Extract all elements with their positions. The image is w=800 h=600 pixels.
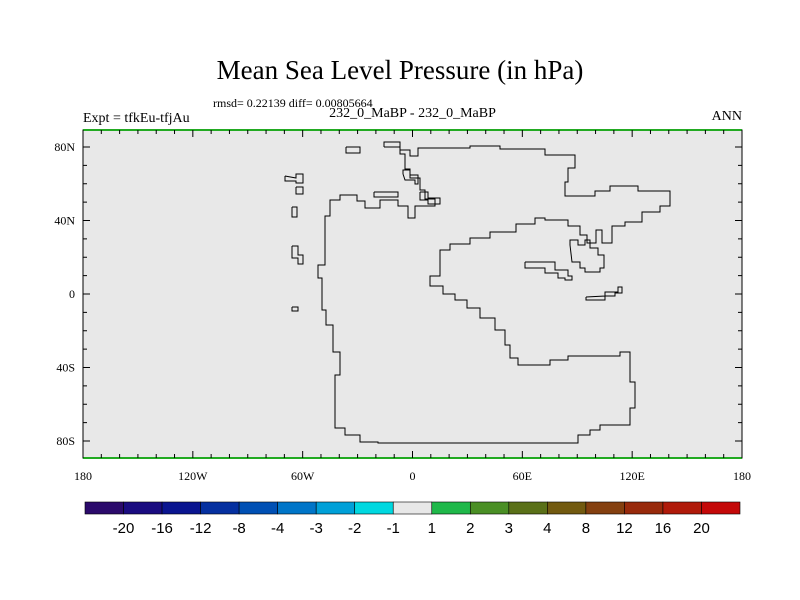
- x-tick-label: 120W: [178, 469, 208, 483]
- colorbar-label: 20: [693, 520, 710, 537]
- colorbar-swatch: [701, 501, 741, 515]
- coastline-west-island-e: [291, 306, 299, 312]
- coastline-west-island-d: [291, 245, 304, 265]
- coastline-north-island: [345, 146, 361, 154]
- colorbar: -20 -16 -12 -8 -4 -3 -2 -1 1 2 3 4 8 12 16 20: [84, 501, 741, 537]
- coastline-west-island-a: [284, 173, 304, 184]
- colorbar-label: -12: [190, 520, 212, 537]
- x-tick-label: 0: [410, 469, 416, 483]
- colorbar-label: -20: [113, 520, 135, 537]
- y-tick-label: 40S: [56, 361, 75, 375]
- x-tick-label: 120E: [619, 469, 644, 483]
- colorbar-swatch: [431, 501, 471, 515]
- colorbar-label: 2: [466, 520, 474, 537]
- plot-title: Mean Sea Level Pressure (in hPa): [216, 55, 584, 85]
- x-axis-ticks: 180 120W 60W 0 60E 120E 180: [74, 130, 751, 483]
- colorbar-swatch: [200, 501, 240, 515]
- period-label: 232_0_MaBP - 232_0_MaBP: [329, 106, 496, 121]
- y-tick-label: 80N: [54, 140, 75, 154]
- coastline-east-strip-2: [419, 191, 441, 205]
- coastlines: [284, 141, 671, 444]
- colorbar-swatch: [392, 501, 433, 515]
- colorbar-label: 1: [428, 520, 436, 537]
- coastline-east-lobe: [569, 239, 605, 273]
- colorbar-label: 4: [543, 520, 551, 537]
- season-label: ANN: [711, 109, 742, 124]
- coastline-main-continent: [317, 141, 671, 444]
- map-background: [82, 129, 743, 459]
- colorbar-label: -3: [310, 520, 323, 537]
- colorbar-swatch: [508, 501, 548, 515]
- coastline-north-strip: [373, 191, 399, 198]
- x-tick-label: 60E: [513, 469, 532, 483]
- colorbar-label: -16: [151, 520, 173, 537]
- coastline-inner-inlet: [524, 261, 573, 281]
- colorbar-label: -2: [348, 520, 361, 537]
- stats-text: rmsd= 0.22139 diff= 0.00805664: [213, 96, 373, 110]
- colorbar-label: -8: [232, 520, 245, 537]
- colorbar-label: -1: [387, 520, 400, 537]
- coastline-north-peninsula: [402, 169, 419, 185]
- colorbar-swatch: [84, 501, 124, 515]
- colorbar-label: 16: [655, 520, 672, 537]
- x-tick-label: 180: [74, 469, 92, 483]
- colorbar-swatch: [469, 501, 510, 515]
- coastline-west-island-b: [295, 186, 304, 195]
- x-tick-label: 60W: [291, 469, 315, 483]
- colorbar-swatch: [547, 501, 587, 515]
- colorbar-swatch: [277, 501, 317, 515]
- coastline-west-island-c: [291, 206, 298, 218]
- colorbar-swatch: [662, 501, 702, 515]
- y-tick-label: 40N: [54, 214, 75, 228]
- colorbar-label: 12: [616, 520, 633, 537]
- x-tick-label: 180: [733, 469, 751, 483]
- colorbar-swatch: [315, 501, 356, 515]
- colorbar-label: 8: [582, 520, 590, 537]
- colorbar-label: -4: [271, 520, 284, 537]
- y-axis-ticks: 80N 40N 0 40S 80S: [54, 140, 742, 448]
- colorbar-label: 3: [505, 520, 513, 537]
- colorbar-swatch: [161, 501, 201, 515]
- colorbar-swatch: [354, 501, 394, 515]
- y-tick-label: 0: [69, 287, 75, 301]
- y-tick-label: 80S: [56, 434, 75, 448]
- coastline-east-strip: [585, 286, 623, 301]
- colorbar-swatch: [123, 501, 163, 515]
- colorbar-swatch: [585, 501, 625, 515]
- experiment-label: Expt = tfkEu-tfjAu: [83, 111, 190, 126]
- colorbar-swatch: [624, 501, 664, 515]
- colorbar-swatch: [238, 501, 278, 515]
